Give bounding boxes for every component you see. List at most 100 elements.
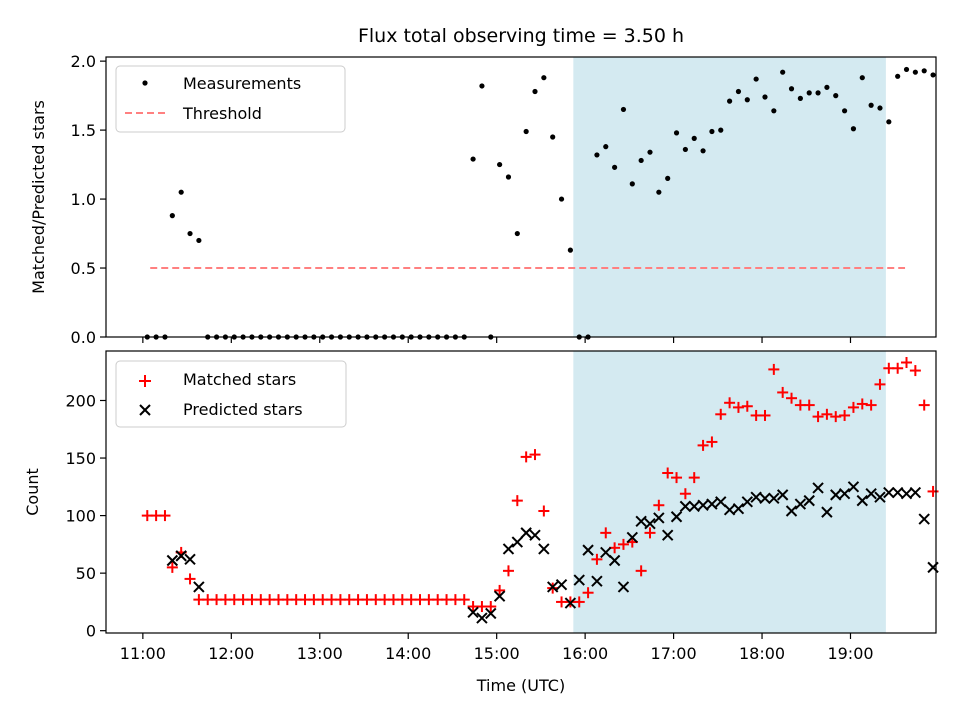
predicted-star-point <box>511 536 524 548</box>
measurement-point <box>718 127 724 133</box>
bottom-x-ticks: 11:00 12:00 13:00 14:00 15:00 16:00 17:00 18:00… <box>120 633 874 663</box>
matched-star-point <box>184 573 196 585</box>
measurement-point <box>612 164 618 170</box>
x-tick-label: 15:00 <box>474 644 520 663</box>
measurement-point <box>470 156 476 162</box>
predicted-star-point <box>617 581 630 593</box>
legend-measurements-marker <box>142 80 148 86</box>
predicted-star-point <box>467 606 479 618</box>
measurement-point <box>532 88 538 95</box>
predicted-star-point <box>600 546 612 559</box>
matched-star-point <box>529 449 541 461</box>
measurement-points <box>144 66 936 340</box>
x-tick-label: 16:00 <box>562 644 608 663</box>
predicted-star-point <box>626 531 639 544</box>
x-tick-label: 19:00 <box>827 644 873 663</box>
bottom-axes-frame <box>105 350 937 634</box>
top-panel: 0.00.51.01.52.0 Matched/Predicted stars … <box>29 52 937 347</box>
matched-star-point <box>679 488 691 500</box>
predicted-star-point <box>582 544 594 556</box>
predicted-star-point <box>476 612 488 624</box>
measurement-point <box>859 75 865 81</box>
predicted-star-point <box>768 492 780 505</box>
matched-star-point <box>662 467 674 479</box>
top-y-tick-label: 0.5 <box>71 259 96 278</box>
matched-star-point <box>830 411 842 423</box>
matched-star-point <box>582 587 594 599</box>
matched-star-point <box>777 386 789 398</box>
top-y-tick-label: 0.0 <box>71 328 96 347</box>
matched-star-point <box>812 411 824 423</box>
measurement-point <box>505 174 512 180</box>
predicted-star-point <box>856 494 868 507</box>
bottom-y-tick-label: 50 <box>76 564 96 583</box>
matched-star-point <box>715 408 727 420</box>
measurement-point <box>558 196 565 202</box>
matched-star-point <box>892 362 904 374</box>
measurement-point <box>780 69 786 75</box>
predicted-star-point <box>485 607 497 620</box>
matched-star-point <box>856 398 868 410</box>
measurement-point <box>700 148 706 154</box>
measurement-point <box>196 237 202 244</box>
predicted-star-point <box>909 486 922 499</box>
predicted-star-point <box>184 553 196 566</box>
matched-star-point <box>901 357 913 369</box>
matched-star-point <box>511 495 523 507</box>
predicted-star-point <box>821 506 833 518</box>
predicted-star-point <box>529 529 541 541</box>
bottom-panel: 0 50 100 150 200 11:00 12:00 13:00 14:00 15:00 16… <box>23 350 939 695</box>
top-y-axis-label: Matched/Predicted stars <box>29 100 48 294</box>
measurement-point <box>753 76 759 82</box>
matched-star-point <box>458 594 470 606</box>
x-tick-label: 18:00 <box>739 644 785 663</box>
matched-star-point <box>918 399 930 411</box>
predicted-star-points <box>166 481 939 624</box>
measurement-point <box>178 189 184 195</box>
matched-star-points <box>141 357 939 613</box>
predicted-star-point <box>520 527 532 539</box>
measurement-point <box>187 230 193 237</box>
predicted-star-point <box>679 500 692 513</box>
measurement-point <box>735 88 742 95</box>
measurement-point <box>550 134 556 140</box>
measurement-point <box>797 95 803 101</box>
matched-star-point <box>732 401 744 413</box>
measurement-point <box>514 230 520 237</box>
measurement-point <box>541 75 547 81</box>
predicted-star-point <box>670 511 683 523</box>
matched-star-point <box>653 499 665 511</box>
predicted-star-point <box>502 543 515 555</box>
predicted-star-point <box>741 496 754 508</box>
measurement-point <box>665 175 671 181</box>
measurement-point <box>567 247 573 253</box>
measurement-point <box>921 68 927 74</box>
top-y-tick-label: 2.0 <box>71 52 96 71</box>
matched-star-point <box>688 472 700 484</box>
matched-star-point <box>803 399 815 411</box>
bottom-legend-box <box>115 360 347 428</box>
predicted-star-point <box>538 543 550 555</box>
predicted-star-point <box>785 505 798 517</box>
predicted-star-point <box>635 515 647 528</box>
measurement-point <box>638 157 644 164</box>
predicted-star-point <box>883 486 895 499</box>
matched-star-point <box>600 527 612 539</box>
top-legend-box <box>115 65 346 133</box>
legend-predicted-label: Predicted stars <box>183 400 303 419</box>
measurement-point <box>868 102 874 108</box>
predicted-star-point <box>546 581 559 593</box>
measurement-point <box>771 108 777 114</box>
measurement-point <box>656 189 662 195</box>
matched-star-point <box>520 451 532 463</box>
matched-star-point <box>159 510 171 522</box>
predicted-star-point <box>794 498 807 510</box>
measurement-point <box>523 128 529 135</box>
predicted-star-point <box>812 482 824 494</box>
matched-star-point <box>786 392 798 404</box>
predicted-star-point <box>193 581 205 593</box>
predicted-star-point <box>759 492 771 505</box>
x-axis-label: Time (UTC) <box>476 676 565 695</box>
matched-star-point <box>538 505 550 517</box>
legend-threshold-label: Threshold <box>182 104 262 123</box>
